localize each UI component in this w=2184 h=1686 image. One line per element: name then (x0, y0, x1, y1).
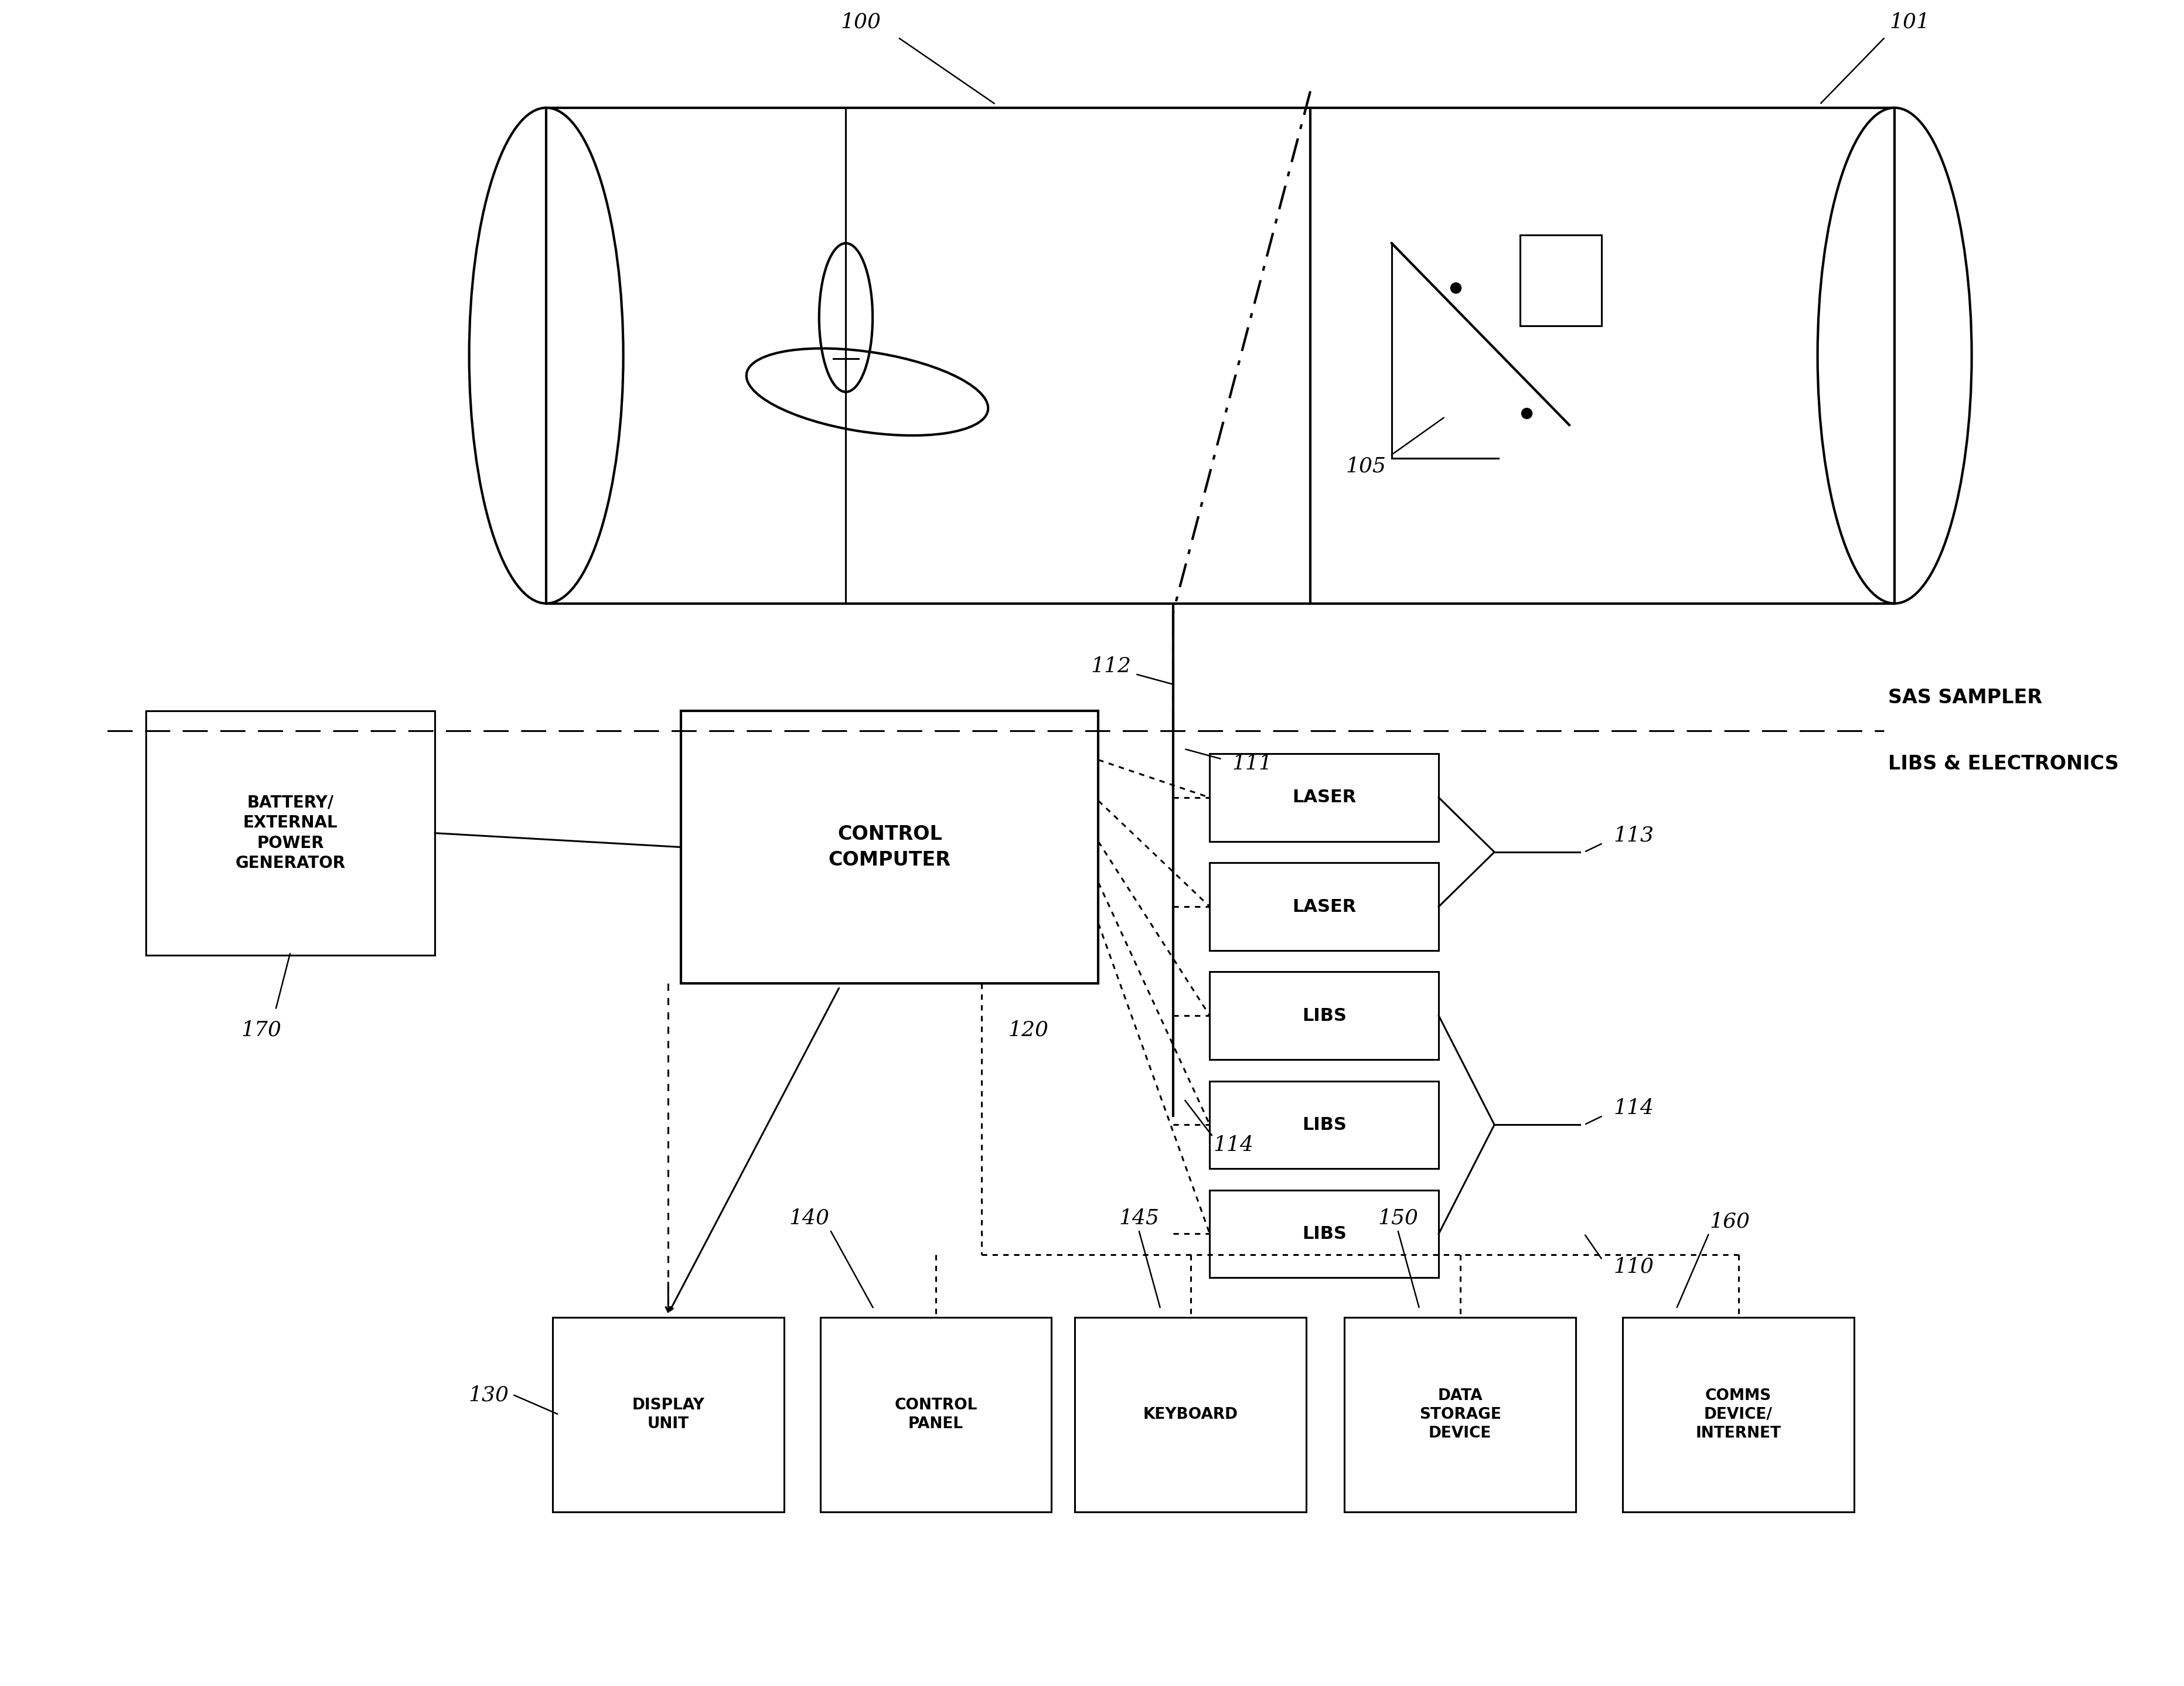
Text: SAS SAMPLER: SAS SAMPLER (1889, 688, 2042, 706)
Text: CONTROL
PANEL: CONTROL PANEL (893, 1398, 976, 1431)
Text: 160: 160 (1710, 1212, 1749, 1231)
Text: BATTERY/
EXTERNAL
POWER
GENERATOR: BATTERY/ EXTERNAL POWER GENERATOR (236, 794, 345, 872)
Bar (681, 711, 1099, 983)
Bar (1520, 234, 1601, 325)
Text: COMMS
DEVICE/
INTERNET: COMMS DEVICE/ INTERNET (1695, 1388, 1782, 1442)
Text: 101: 101 (1889, 12, 1931, 32)
Text: 150: 150 (1378, 1209, 1417, 1227)
Text: LIBS: LIBS (1302, 1007, 1348, 1023)
Text: 114: 114 (1614, 1098, 1653, 1118)
Bar (146, 711, 435, 956)
Bar (1210, 971, 1439, 1059)
Text: 111: 111 (1232, 754, 1273, 774)
Text: LIBS: LIBS (1302, 1226, 1348, 1243)
Bar (553, 1317, 784, 1512)
Bar (1345, 1317, 1575, 1512)
Text: 112: 112 (1092, 656, 1131, 676)
Text: 105: 105 (1345, 457, 1387, 475)
Text: 110: 110 (1614, 1256, 1653, 1276)
Bar (1210, 863, 1439, 951)
Text: DATA
STORAGE
DEVICE: DATA STORAGE DEVICE (1420, 1388, 1500, 1442)
Bar (1210, 754, 1439, 841)
Bar (1075, 1317, 1306, 1512)
Text: LASER: LASER (1293, 899, 1356, 915)
Text: DISPLAY
UNIT: DISPLAY UNIT (631, 1398, 705, 1431)
Text: LIBS: LIBS (1302, 1116, 1348, 1133)
Text: 113: 113 (1614, 826, 1653, 845)
Bar (821, 1317, 1051, 1512)
Text: LASER: LASER (1293, 789, 1356, 806)
Bar (1210, 1190, 1439, 1278)
Text: 120: 120 (1009, 1020, 1048, 1040)
Text: 130: 130 (467, 1386, 509, 1404)
Text: 140: 140 (788, 1209, 830, 1227)
Text: 100: 100 (841, 12, 880, 32)
Text: CONTROL
COMPUTER: CONTROL COMPUTER (828, 824, 950, 870)
Text: 170: 170 (242, 1020, 282, 1040)
Text: LIBS & ELECTRONICS: LIBS & ELECTRONICS (1889, 754, 2118, 774)
Bar (1623, 1317, 1854, 1512)
Bar (1210, 1081, 1439, 1168)
Text: KEYBOARD: KEYBOARD (1142, 1408, 1238, 1423)
Text: 114: 114 (1212, 1135, 1254, 1155)
Text: 145: 145 (1118, 1209, 1160, 1227)
